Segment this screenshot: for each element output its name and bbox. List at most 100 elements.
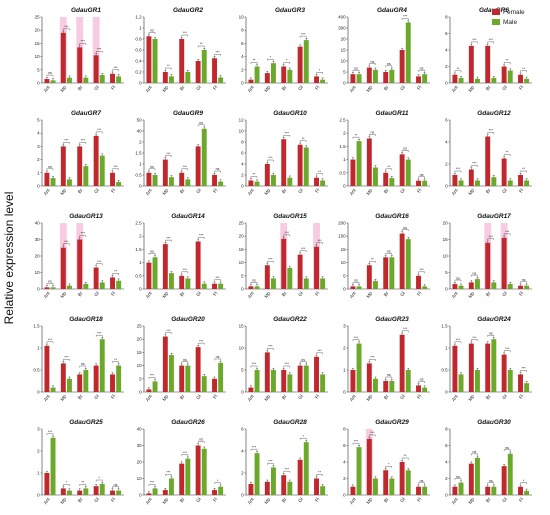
male-bar: [507, 453, 513, 495]
y-tick-label: 2.5: [135, 221, 142, 226]
category-label: Br: [281, 393, 288, 400]
category-label: Mp: [263, 290, 271, 298]
significance-label: **: [355, 133, 358, 137]
female-bar: [212, 58, 217, 83]
female-bar: [297, 46, 303, 83]
y-tick-label: 400: [338, 15, 346, 20]
male-bar: [474, 78, 480, 83]
female-bar: [44, 79, 50, 83]
significance-label: ns: [489, 479, 493, 483]
significance-bracket: [401, 330, 409, 333]
female-bar: [248, 180, 254, 186]
male-bar: [83, 284, 89, 289]
male-bar: [116, 76, 122, 83]
panel-title: GdauGR4: [377, 7, 407, 14]
panel-title: GdauGR29: [375, 419, 409, 426]
category-label: Gl: [195, 291, 202, 298]
significance-label: ***: [64, 25, 69, 29]
male-bar: [303, 278, 309, 289]
y-tick-label: 20: [137, 337, 143, 342]
female-bar: [366, 438, 372, 495]
significance-bracket: [316, 173, 323, 176]
male-bar: [185, 365, 191, 392]
female-bar: [314, 177, 319, 186]
significance-bracket: [471, 165, 478, 167]
significance-label: ***: [472, 162, 477, 166]
category-label: Ant: [247, 496, 255, 505]
female-bar: [468, 169, 474, 186]
chart-panel: GdauGR15 0 5 10 15 20 25 ns Ant *** Mp *** Br *** Gl **…: [239, 213, 328, 299]
category-label: Ant: [451, 290, 459, 299]
significance-bracket: [181, 34, 189, 37]
y-tick-label: 2: [343, 131, 346, 136]
male-bar: [168, 76, 174, 83]
significance-label: **: [253, 173, 256, 177]
significance-bracket: [401, 457, 409, 460]
category-label: Ant: [43, 84, 51, 93]
y-tick-label: 0: [139, 184, 142, 189]
significance-label: *: [302, 434, 304, 438]
significance-bracket: [503, 62, 511, 64]
female-bar: [416, 385, 421, 392]
significance-label: ***: [268, 460, 273, 464]
y-tick-label: 8: [445, 15, 448, 20]
y-tick-label: 2: [139, 140, 142, 145]
male-bar: [116, 182, 122, 186]
y-tick-label: 6: [445, 31, 448, 36]
male-bar: [201, 50, 207, 83]
chart-panel: GdauGR12 0 2 4 6 *** Ant *** Mp *** Br ** Gl ** Fl: [445, 110, 532, 196]
significance-label: ns: [387, 250, 391, 254]
female-bar: [416, 180, 421, 186]
significance-bracket: [454, 70, 462, 73]
significance-label: **: [522, 67, 525, 71]
significance-bracket: [471, 453, 478, 456]
category-label: Br: [179, 187, 186, 194]
significance-label: ***: [285, 131, 290, 135]
category-label: Ant: [43, 187, 51, 196]
significance-bracket: [454, 341, 462, 344]
significance-label: ***: [317, 239, 322, 243]
female-bar: [468, 282, 474, 289]
significance-bracket: [165, 474, 172, 476]
y-tick-label: 0: [445, 81, 448, 86]
male-bar: [270, 370, 276, 392]
chart-panel: GdauGR29 0 2 4 6 8 *** Ant *** Mp * Br ** Gl ns Fl: [343, 419, 430, 505]
significance-bracket: [63, 142, 70, 144]
female-bar: [195, 347, 201, 392]
significance-label: ns: [522, 278, 526, 282]
female-bar: [383, 72, 389, 83]
category-label: Gl: [93, 291, 100, 298]
female-bar: [162, 244, 168, 289]
female-bar: [162, 159, 168, 186]
significance-label: ***: [97, 47, 102, 51]
female-bar: [93, 365, 99, 392]
female-bar: [77, 374, 83, 392]
male-bar: [287, 374, 293, 392]
female-bar: [212, 175, 217, 186]
significance-label: **: [167, 64, 170, 68]
y-tick-label: 2: [343, 346, 346, 351]
chart-panel: GdauGR23 0 1 2 3 *** Ant *** Mp ns Br *** Gl ns Fl: [343, 316, 430, 402]
female-bar: [350, 370, 356, 392]
significance-label: ***: [403, 327, 408, 331]
significance-label: ns: [150, 28, 154, 32]
male-bar: [389, 69, 395, 83]
significance-label: ***: [489, 235, 494, 239]
significance-label: ***: [456, 167, 461, 171]
category-label: Gl: [501, 188, 508, 195]
female-bar: [399, 233, 405, 289]
category-label: Gl: [93, 497, 100, 504]
female-bar: [77, 47, 83, 83]
significance-label: ***: [252, 362, 257, 366]
y-tick-label: 20: [239, 234, 245, 239]
category-label: Gl: [195, 85, 202, 92]
male-bar: [422, 387, 428, 392]
significance-bracket: [267, 463, 274, 465]
significance-label: ns: [420, 378, 424, 382]
female-bar: [297, 144, 303, 186]
male-bar: [303, 40, 309, 83]
male-bar: [389, 478, 395, 495]
y-tick-label: 1: [139, 162, 142, 167]
y-tick-label: 0.8: [135, 37, 142, 42]
y-tick-label: 1.5: [441, 324, 448, 329]
